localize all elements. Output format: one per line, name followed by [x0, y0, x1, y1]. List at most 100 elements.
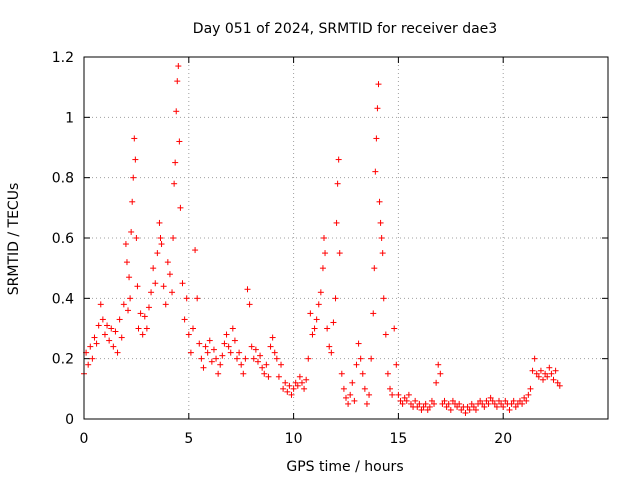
- data-point: [246, 301, 253, 308]
- data-point: [317, 289, 324, 296]
- x-axis-label: GPS time / hours: [286, 459, 403, 475]
- data-point: [424, 406, 431, 413]
- data-point: [333, 219, 340, 226]
- data-point: [493, 403, 500, 410]
- data-point: [489, 397, 496, 404]
- data-point: [194, 295, 201, 302]
- data-point: [326, 343, 333, 350]
- data-point: [389, 391, 396, 398]
- data-point: [259, 364, 266, 371]
- data-point: [540, 376, 547, 383]
- data-point: [137, 310, 144, 317]
- data-point: [210, 346, 217, 353]
- data-point: [481, 403, 488, 410]
- y-axis-label: SRMTID / TECUs: [6, 183, 22, 296]
- plot-frame: [83, 56, 609, 420]
- data-point: [112, 328, 119, 335]
- data-point: [376, 198, 383, 205]
- data-point: [458, 406, 465, 413]
- data-point: [464, 403, 471, 410]
- data-point: [332, 295, 339, 302]
- data-point: [349, 379, 356, 386]
- data-point: [546, 364, 553, 371]
- data-point: [487, 394, 494, 401]
- data-point: [382, 331, 389, 338]
- data-point: [416, 400, 423, 407]
- data-point: [380, 295, 387, 302]
- data-point: [185, 331, 192, 338]
- data-point: [395, 391, 402, 398]
- data-point: [345, 400, 352, 407]
- data-point: [359, 370, 366, 377]
- data-point: [307, 310, 314, 317]
- data-point: [338, 370, 345, 377]
- data-point: [189, 325, 196, 332]
- data-point: [399, 400, 406, 407]
- data-point: [373, 135, 380, 142]
- data-point: [336, 250, 343, 257]
- data-point: [120, 301, 127, 308]
- data-point: [101, 331, 108, 338]
- data-point: [412, 397, 419, 404]
- data-point: [447, 406, 454, 413]
- data-point: [135, 325, 142, 332]
- data-point: [443, 403, 450, 410]
- data-point: [384, 370, 391, 377]
- data-point: [368, 355, 375, 362]
- data-point: [170, 235, 177, 241]
- data-point: [227, 349, 234, 356]
- data-point: [397, 397, 404, 404]
- data-point: [353, 361, 360, 368]
- data-point: [134, 283, 141, 290]
- data-point: [99, 316, 106, 323]
- data-point: [330, 319, 337, 326]
- data-point: [393, 361, 400, 368]
- data-point: [265, 373, 272, 380]
- data-point: [401, 394, 408, 401]
- x-tick-label: 10: [285, 431, 303, 447]
- data-point: [95, 322, 102, 329]
- data-point: [379, 250, 386, 257]
- data-point: [531, 355, 538, 362]
- data-point: [351, 397, 358, 404]
- data-point: [315, 301, 322, 308]
- data-point: [309, 331, 316, 338]
- data-point: [219, 352, 226, 359]
- data-point: [123, 259, 130, 266]
- data-point: [217, 361, 224, 368]
- data-point: [97, 301, 104, 308]
- data-point: [162, 301, 169, 308]
- y-tick-label: 0.8: [52, 171, 74, 187]
- data-point: [418, 406, 425, 413]
- data-point: [556, 382, 563, 389]
- data-point: [498, 400, 505, 407]
- data-point: [177, 204, 184, 211]
- data-point: [122, 241, 129, 248]
- data-point: [181, 316, 188, 323]
- data-point: [169, 289, 176, 296]
- data-point: [468, 400, 475, 407]
- data-point: [387, 385, 394, 392]
- data-point: [200, 364, 207, 371]
- data-point: [439, 400, 446, 407]
- data-point: [282, 379, 289, 386]
- data-point: [542, 370, 549, 377]
- data-point: [506, 406, 513, 413]
- data-point: [343, 394, 349, 401]
- data-point: [176, 138, 183, 145]
- data-point: [483, 397, 490, 404]
- y-tick-label: 1: [65, 110, 74, 126]
- data-point: [375, 81, 382, 88]
- data-point: [267, 343, 274, 350]
- data-point: [403, 397, 410, 404]
- data-point: [269, 334, 276, 341]
- data-point: [437, 370, 444, 377]
- data-point: [537, 367, 544, 374]
- data-point: [166, 271, 173, 278]
- data-point: [328, 349, 335, 356]
- data-point: [371, 265, 378, 272]
- y-tick-label: 1.2: [52, 50, 74, 66]
- data-point: [238, 361, 245, 368]
- data-point: [420, 403, 427, 410]
